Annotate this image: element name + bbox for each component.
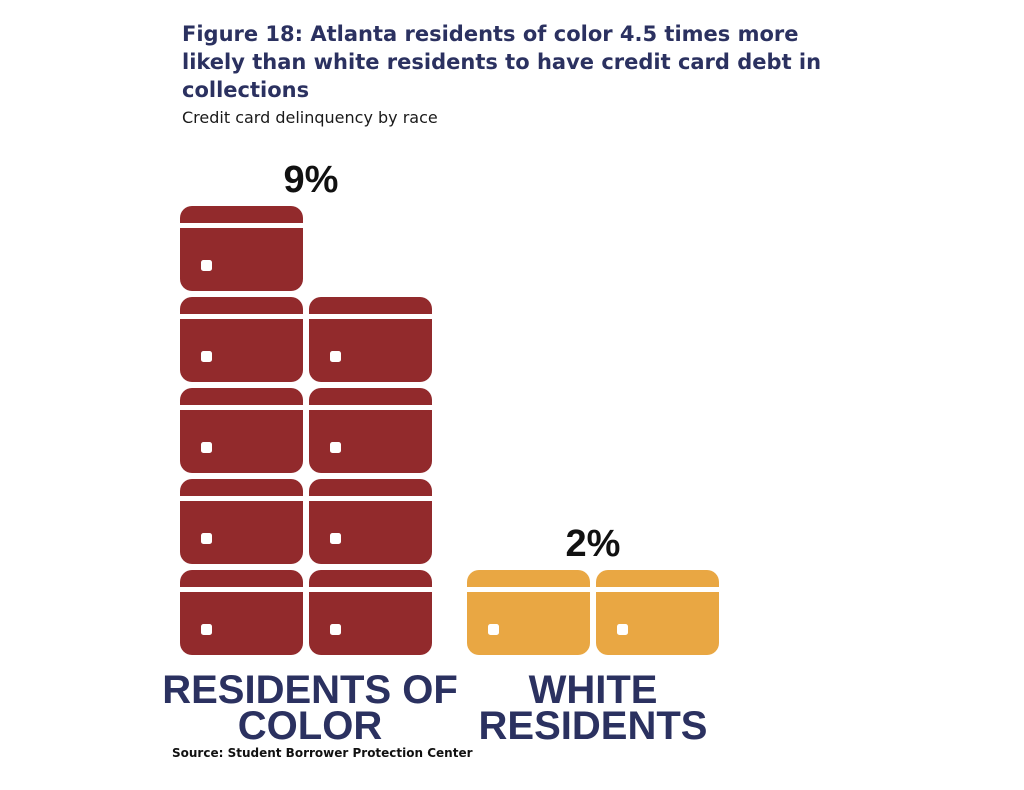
credit-card-icon <box>180 206 303 291</box>
chart-title: Figure 18: Atlanta residents of color 4.… <box>182 22 822 102</box>
category-label: RESIDENTS OF <box>162 668 458 712</box>
chart-source: Source: Student Borrower Protection Cent… <box>172 746 473 760</box>
credit-card-icon <box>309 297 432 382</box>
value-label: 2% <box>566 523 621 565</box>
category-label: RESIDENTS <box>479 704 708 748</box>
credit-card-icon <box>180 479 303 564</box>
credit-card-icon <box>309 388 432 473</box>
credit-card-icon <box>309 479 432 564</box>
credit-card-icon <box>180 570 303 655</box>
credit-card-icon <box>180 297 303 382</box>
chart-subtitle: Credit card delinquency by race <box>182 108 438 127</box>
credit-card-icon <box>467 570 590 655</box>
value-label: 9% <box>284 159 339 201</box>
credit-card-icon <box>180 388 303 473</box>
credit-card-icon <box>309 570 432 655</box>
category-label: WHITE <box>529 668 658 712</box>
credit-card-icon <box>596 570 719 655</box>
category-label: COLOR <box>238 704 383 748</box>
